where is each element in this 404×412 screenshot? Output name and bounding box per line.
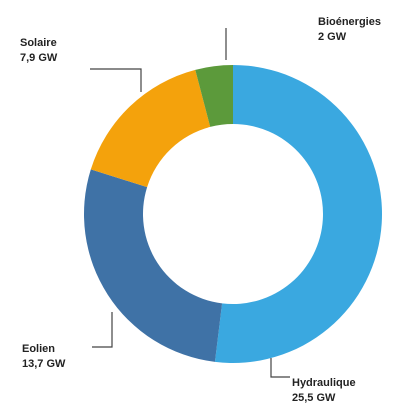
category-label: Solaire (20, 37, 57, 49)
leader-line (92, 312, 113, 348)
leader-line (90, 68, 142, 92)
donut (84, 65, 382, 363)
value-label: 13,7 GW (22, 358, 66, 370)
category-label: Eolien (22, 343, 55, 355)
value-label: 25,5 GW (292, 392, 336, 404)
category-label: Hydraulique (292, 377, 356, 389)
category-label: Bioénergies (318, 16, 381, 28)
slice (84, 169, 223, 362)
value-label: 2 GW (318, 31, 347, 43)
leader-line (270, 358, 290, 378)
value-label: 7,9 GW (20, 52, 58, 64)
slice (90, 69, 211, 188)
slice (214, 65, 382, 363)
labels: Hydraulique 25,5 GW Eolien 13,7 GW Solaire 7,… (20, 16, 381, 404)
slice (195, 65, 233, 127)
